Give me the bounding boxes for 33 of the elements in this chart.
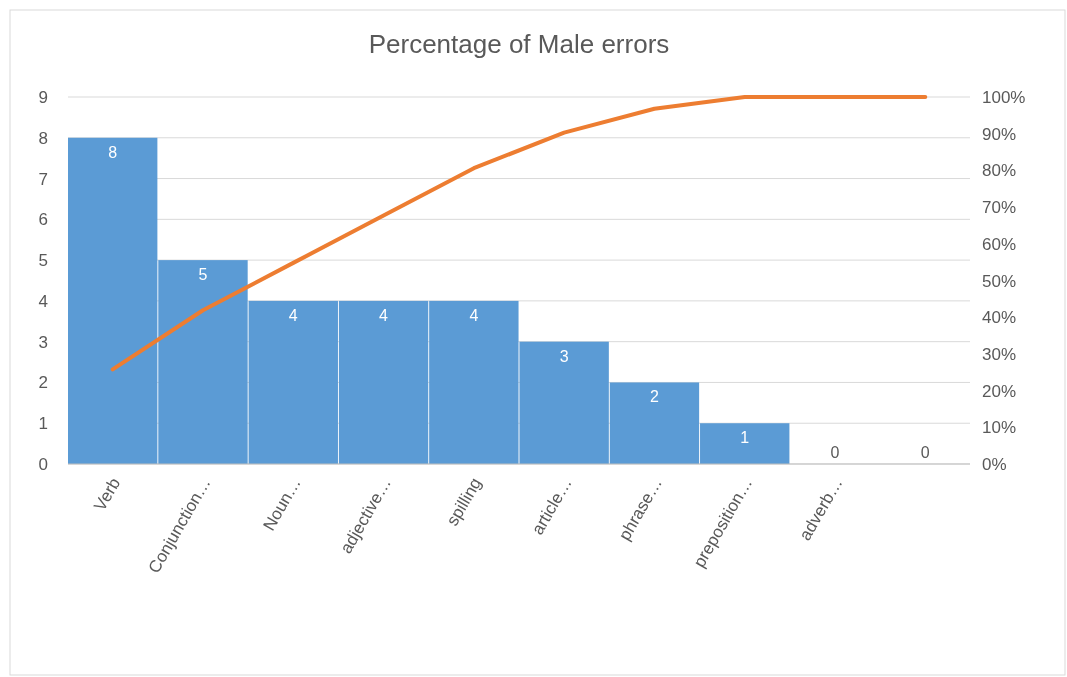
y-tick-label: 6 — [38, 210, 48, 230]
data-label: 0 — [920, 444, 930, 461]
data-label: 8 — [108, 143, 118, 161]
y2-tick-label: 30% — [982, 344, 1017, 364]
data-label: 2 — [649, 388, 659, 406]
y-tick-label: 2 — [38, 373, 48, 393]
line-series — [110, 95, 928, 372]
data-label: 4 — [469, 306, 479, 324]
data-label: 4 — [288, 306, 298, 324]
y-tick-label: 0 — [38, 455, 48, 474]
y-tick-label: 9 — [38, 88, 48, 107]
y-tick-label: 7 — [38, 169, 48, 189]
y2-tick-label: 90% — [982, 124, 1017, 144]
chart-title: Percentage of Male errors — [368, 29, 670, 59]
y2-tick-label: 40% — [982, 308, 1017, 328]
y2-tick-label: 50% — [982, 271, 1017, 291]
y2-tick-label: 70% — [982, 198, 1017, 218]
data-label: 0 — [830, 444, 840, 461]
y-tick-label: 5 — [38, 251, 48, 271]
y-tick-label: 8 — [38, 128, 48, 148]
y2-tick-label: 60% — [982, 234, 1017, 254]
y-tick-label: 3 — [38, 332, 48, 352]
y2-tick-label: 80% — [982, 161, 1017, 181]
y2-tick-label: 100% — [982, 88, 1026, 107]
y2-tick-label: 0% — [982, 455, 1007, 474]
y2-tick-label: 20% — [982, 381, 1017, 401]
data-label: 1 — [740, 429, 750, 447]
y-tick-label: 4 — [38, 291, 48, 311]
data-label: 4 — [379, 306, 389, 324]
data-label: 3 — [559, 347, 569, 365]
y2-tick-label: 10% — [982, 418, 1017, 438]
y-tick-label: 1 — [38, 414, 48, 434]
data-label: 5 — [198, 266, 208, 284]
